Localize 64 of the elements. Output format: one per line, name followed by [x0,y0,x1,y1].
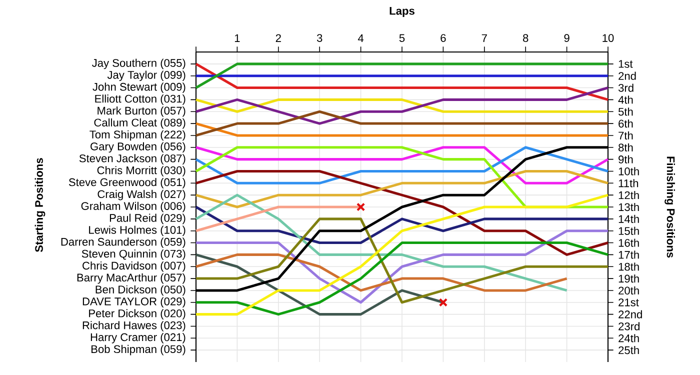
y2-tick-label: 10th [618,167,639,176]
category-label: Jay Taylor (099) [107,70,186,82]
y2-axis-title: Finishing Positions [664,156,675,258]
y2-tick-label: 24th [618,334,639,342]
category-label: Paul Reid (029) [110,214,186,224]
category-label: Craig Walsh (027) [98,190,186,200]
x-axis-title: Laps [390,7,414,17]
y2-tick-label: 16th [618,238,639,247]
category-label: Lewis Holmes (101) [89,226,186,236]
y2-tick-label: 20th [618,286,639,295]
x-tick-label: 1 [234,34,240,42]
y2-tick-label: 15th [618,226,639,235]
category-label: Tom Shipman (222) [90,130,186,141]
y2-tick-label: 14th [618,214,639,223]
text: Starting Positions [34,158,46,252]
y2-tick-label: 13th [618,202,639,212]
category-label: Chris Davidson (007) [82,261,186,272]
category-label: DAVE TAYLOR (029) [82,297,186,308]
y2-tick-label: 23rd [618,322,640,330]
category-label: Steven Jackson (087) [79,154,186,164]
y2-tick-label: 17th [618,250,639,259]
category-label: Elliott Cotton (031) [95,94,186,105]
y2-tick-label: 2nd [618,72,636,80]
y2-tick-label: 8th [618,143,633,152]
category-label: Gary Bowden (056) [90,142,186,153]
x-tick-label: 6 [440,34,446,42]
x-tick-label: 4 [358,34,364,42]
category-label: Steven Quinnin (073) [82,250,186,260]
category-label: Jay Southern (055) [92,58,186,70]
x-tick-label: 7 [482,34,487,42]
line-series [194,253,568,292]
y2-tick-label: 25th [618,346,639,354]
y2-tick-label: 4th [618,96,633,104]
category-label: John Stewart (009) [92,82,186,93]
category-label: Peter Dickson (020) [89,309,186,320]
y2-tick-label: 1st [618,60,633,68]
y2-tick-label: 9th [618,155,633,164]
category-label: Callum Cleat (089) [94,118,186,129]
y2-tick-label: 19th [618,274,639,283]
y2-tick-label: 11th [618,179,638,188]
y2-tick-label: 18th [618,262,639,271]
category-label: Richard Hawes (023) [82,321,186,332]
x-tick-label: 8 [523,34,528,42]
y2-tick-label: 22nd [618,310,642,318]
x-tick-label: 3 [316,34,322,42]
x-tick-label: 2 [276,34,281,42]
category-label: Chris Morritt (030) [97,166,186,176]
y2-tick-label: 6th [618,119,633,128]
x-tick-label: 10 [602,34,614,42]
category-label: Barry MacArthur (057) [77,273,186,284]
category-label: Steve Greenwood (051) [68,178,186,188]
y2-tick-label: 12th [618,191,639,200]
category-label: Graham Wilson (006) [81,202,186,212]
x-tick-label: 9 [564,34,570,42]
category-label: Darren Saunderson (059) [61,238,186,248]
category-label: Harry Cramer (021) [90,333,186,344]
y2-tick-label: 7th [618,131,633,140]
y2-tick-label: 3rd [618,84,634,92]
category-label: Ben Dickson (050) [96,285,186,296]
category-label: Bob Shipman (059) [92,344,186,356]
category-label: Mark Burton (057) [98,106,186,117]
y2-tick-label: 5th [618,108,633,116]
x-tick-label: 5 [399,34,405,42]
y2-tick-label: 21st [618,298,639,306]
